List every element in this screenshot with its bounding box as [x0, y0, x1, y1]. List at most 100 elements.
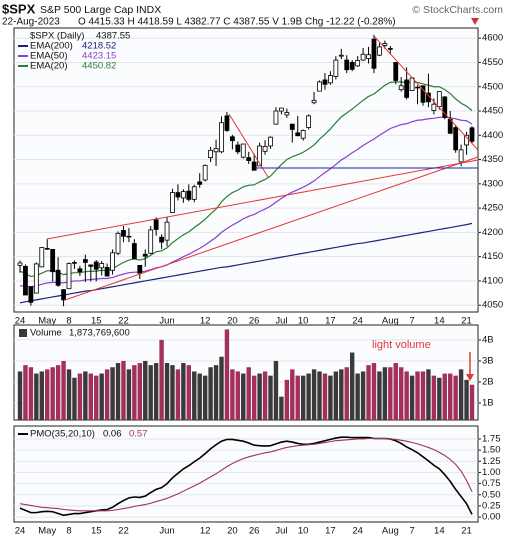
candle-body	[170, 192, 175, 213]
x-tick-label: 26	[249, 526, 260, 537]
y-tick-label: 4250	[482, 203, 503, 214]
x-tick-label: 21	[461, 316, 472, 327]
trendline	[64, 156, 479, 301]
candle-body	[453, 127, 459, 151]
candle-body	[251, 161, 257, 171]
volume-bar	[235, 371, 241, 420]
copyright: © StockCharts.com	[412, 4, 503, 16]
down-arrow	[471, 18, 479, 25]
candle-body	[415, 86, 420, 89]
candle-body	[186, 190, 192, 200]
candle-body	[126, 235, 132, 238]
candle-body	[382, 43, 388, 46]
volume-bar	[300, 375, 306, 420]
marks	[17, 34, 475, 517]
candle-body	[72, 262, 77, 264]
x-tick-label: 15	[91, 316, 102, 327]
y-tick-label: 1.75	[482, 433, 501, 444]
legend-value: 0.57	[129, 429, 148, 440]
candle-body	[235, 144, 241, 153]
candle-body	[295, 132, 301, 137]
candle-body	[322, 79, 328, 85]
candle-body	[393, 62, 399, 81]
x-tick-label: 21	[461, 526, 472, 537]
volume-bar	[469, 384, 475, 420]
y-tick-label: 4B	[482, 334, 494, 345]
x-tick-label: 8	[66, 526, 71, 537]
candle-body	[202, 164, 208, 181]
x-tick-label: 14	[434, 526, 445, 537]
volume-bar	[349, 352, 355, 420]
candle-body	[208, 149, 214, 159]
volume-bar	[426, 369, 431, 420]
volume-bar	[77, 373, 83, 420]
volume-bar	[279, 396, 284, 420]
volume-bar	[72, 377, 77, 420]
date: 22-Aug-2023	[2, 17, 60, 28]
candle-body	[55, 269, 61, 286]
candle-body	[278, 107, 284, 112]
candle-body	[142, 253, 148, 257]
candle-body	[349, 62, 355, 70]
volume-bar	[170, 365, 175, 420]
candle-body	[355, 60, 361, 67]
y-tick-label: 4350	[482, 154, 503, 165]
candle-body	[99, 263, 105, 269]
candle-body	[28, 286, 34, 303]
candle-body	[23, 265, 28, 296]
volume-bar	[393, 363, 398, 420]
volume-bar	[241, 373, 246, 420]
symbol: $SPX	[2, 1, 36, 16]
volume-bar	[399, 367, 404, 420]
pmo-title: PMO(35,20,10)	[30, 429, 95, 440]
volume-bar	[28, 367, 34, 420]
candle-body	[311, 99, 317, 104]
grid	[14, 37, 478, 518]
candle-body	[39, 247, 45, 268]
x-tick-label: 7	[409, 316, 414, 327]
x-tick-label: 20	[227, 316, 238, 327]
volume-bar	[328, 375, 333, 420]
volume-bar	[23, 365, 28, 420]
y-tick-label: 4550	[482, 57, 503, 68]
candle-body	[110, 252, 115, 271]
legend-title: $SPX (Daily)	[30, 31, 84, 42]
volume-bar	[453, 375, 458, 420]
y-tick-label: 4150	[482, 251, 503, 262]
line	[19, 81, 473, 278]
candle-body	[153, 219, 159, 230]
legend-label: EMA(20)	[30, 61, 67, 72]
legend-swatch	[19, 329, 27, 337]
x-tick-label: 20	[227, 526, 238, 537]
candle-body	[17, 262, 23, 266]
volume-bar	[219, 356, 224, 420]
x-tick-label: 10	[298, 316, 309, 327]
volume-bar	[55, 365, 61, 420]
volume-bar	[94, 375, 99, 420]
volume-bar	[61, 360, 66, 420]
candle-body	[229, 136, 235, 142]
volume-bar	[213, 365, 219, 420]
candle-body	[77, 268, 83, 273]
candle-body	[344, 59, 350, 71]
candle-body	[306, 115, 312, 128]
candle-body	[82, 259, 88, 263]
volume-bar	[88, 373, 93, 420]
line	[19, 116, 473, 288]
candle-body	[436, 91, 442, 108]
volume-bar	[251, 375, 257, 420]
candle-body	[44, 248, 50, 250]
y-tick-label: 4050	[482, 300, 503, 311]
x-tick-label: Aug	[382, 526, 399, 537]
candle-body	[317, 81, 322, 92]
volume-bar	[246, 367, 251, 420]
volume-bar	[99, 373, 104, 420]
y-tick-label: 4300	[482, 178, 503, 189]
candle-body	[404, 79, 410, 98]
volume-bar	[317, 371, 322, 420]
volume-bar	[143, 360, 148, 420]
candle-body	[137, 264, 143, 274]
candle-body	[88, 264, 94, 267]
arrow-head	[466, 374, 474, 381]
x-tick-label: 17	[325, 526, 336, 537]
